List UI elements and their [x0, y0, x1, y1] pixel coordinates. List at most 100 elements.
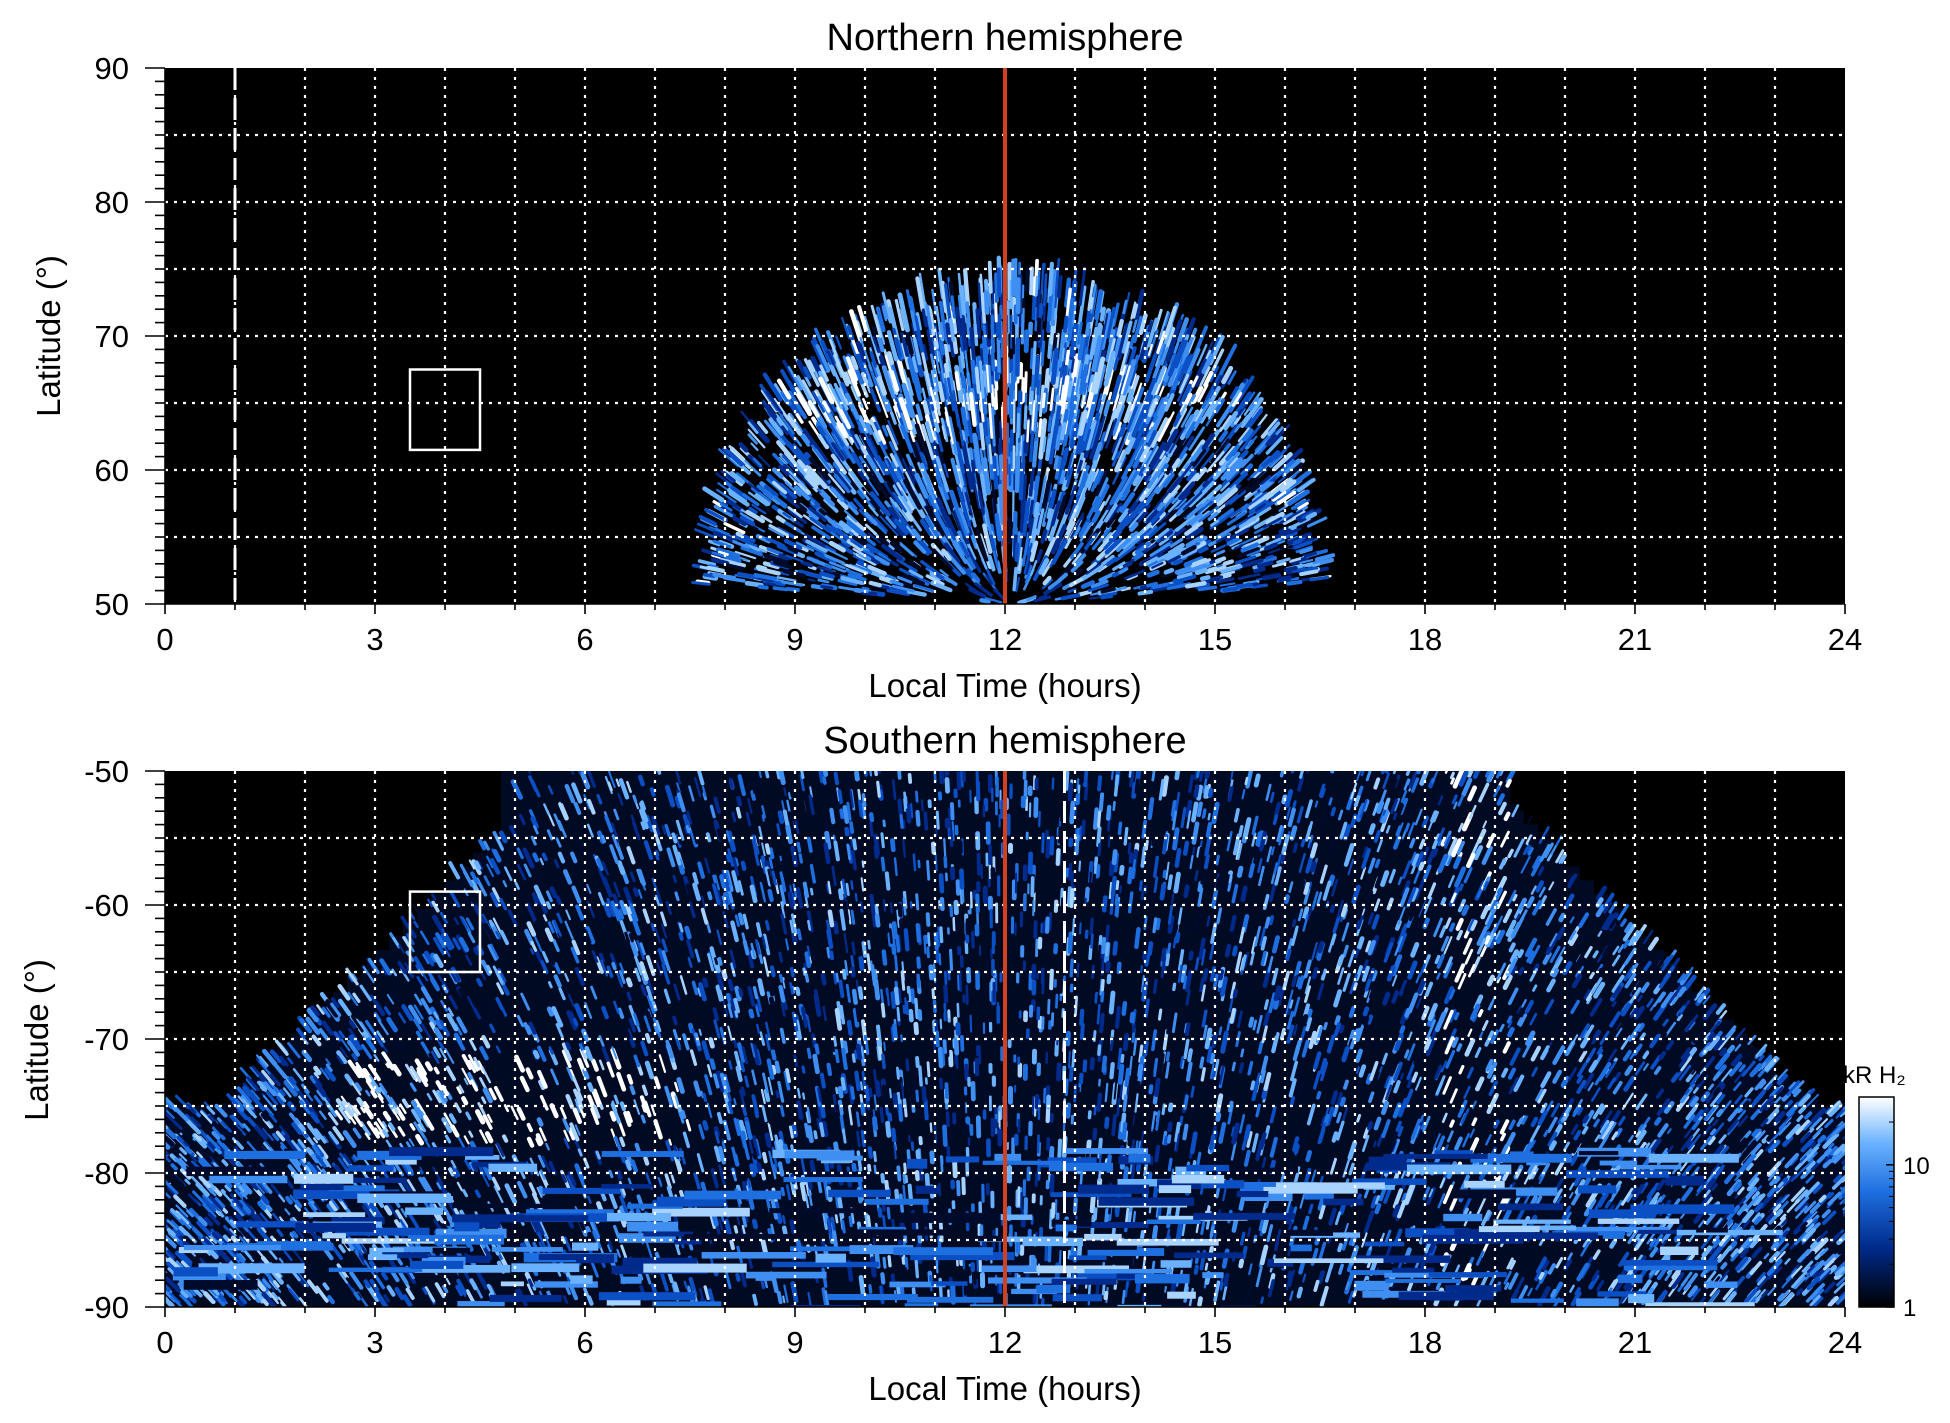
emission-streak: [1067, 587, 1077, 594]
emission-streak: [1205, 373, 1221, 401]
emission-streak: [747, 433, 758, 445]
emission-streak: [1505, 778, 1512, 788]
emission-streak: [769, 965, 776, 978]
emission-streak: [1047, 580, 1060, 590]
emission-streak: [1020, 474, 1028, 516]
emission-streak: [1218, 430, 1229, 443]
emission-streak: [1112, 421, 1122, 440]
emission-streak: [454, 1102, 462, 1114]
emission-streak: [800, 771, 805, 780]
emission-streak: [1085, 460, 1098, 488]
emission-streak: [1066, 346, 1072, 369]
emission-streak: [538, 1220, 549, 1240]
emission-streak: [833, 473, 851, 494]
emission-streak: [1767, 1139, 1781, 1154]
emission-streak: [764, 771, 770, 779]
emission-streak: [1248, 491, 1273, 511]
emission-streak: [1407, 1281, 1414, 1292]
emission-streak: [1328, 838, 1337, 853]
emission-streak: [1688, 1021, 1696, 1031]
emission-streak: [555, 771, 562, 779]
emission-streak: [1755, 1043, 1768, 1058]
emission-streak: [913, 315, 925, 355]
emission-streak: [1282, 970, 1290, 991]
emission-streak: [1823, 1253, 1836, 1267]
emission-streak: [1012, 566, 1018, 592]
emission-streak: [835, 425, 850, 447]
emission-streak: [855, 562, 867, 570]
emission-streak: [561, 853, 569, 864]
emission-streak: [1453, 1012, 1460, 1021]
emission-streak: [974, 399, 982, 441]
emission-streak: [382, 1110, 392, 1122]
emission-streak: [1200, 484, 1222, 504]
emission-streak: [1078, 521, 1090, 539]
emission-streak: [1443, 986, 1455, 1005]
emission-streak: [562, 869, 573, 885]
emission-streak: [260, 1225, 267, 1234]
emission-streak: [725, 853, 731, 863]
emission-streak: [1435, 1135, 1446, 1154]
emission-streak: [967, 547, 976, 562]
emission-streak: [184, 1178, 191, 1185]
emission-streak: [708, 564, 719, 569]
emission-streak: [1236, 375, 1255, 403]
emission-streak: [716, 1070, 726, 1093]
emission-streak: [905, 289, 912, 309]
emission-streak: [713, 504, 734, 518]
emission-streak: [792, 500, 808, 513]
y-tick-label: 70: [95, 319, 129, 354]
emission-streak: [1782, 1135, 1794, 1148]
emission-streak: [548, 1046, 554, 1055]
emission-streak: [1054, 456, 1063, 480]
emission-streak: [1116, 961, 1122, 975]
emission-streak: [900, 412, 909, 432]
emission-streak: [846, 569, 863, 577]
emission-streak: [265, 1091, 279, 1106]
emission-streak: [859, 900, 864, 913]
emission-streak: [879, 575, 894, 584]
emission-streak: [693, 1080, 702, 1097]
emission-streak: [616, 1170, 623, 1181]
emission-streak: [987, 260, 993, 294]
emission-streak: [975, 528, 989, 562]
emission-streak: [1147, 471, 1159, 488]
emission-streak: [836, 405, 852, 430]
emission-streak: [999, 420, 1003, 453]
emission-streak: [432, 1046, 442, 1059]
emission-streak: [959, 541, 970, 558]
emission-streak: [1161, 972, 1167, 989]
emission-streak: [259, 1055, 269, 1067]
emission-streak: [945, 1111, 950, 1128]
emission-streak: [819, 364, 829, 382]
emission-streak: [835, 335, 842, 350]
emission-streak: [482, 1087, 494, 1104]
emission-streak: [554, 962, 562, 975]
emission-streak: [768, 524, 789, 537]
emission-streak: [1486, 1211, 1493, 1222]
emission-streak: [1225, 527, 1250, 543]
emission-streak: [1217, 507, 1235, 521]
emission-streak: [1153, 489, 1171, 510]
emission-streak: [1132, 443, 1148, 469]
emission-streak: [1116, 322, 1130, 361]
emission-streak: [1103, 350, 1116, 387]
emission-streak: [1253, 773, 1261, 788]
emission-streak: [1210, 544, 1226, 553]
emission-streak: [717, 791, 724, 805]
emission-streak: [701, 524, 717, 533]
emission-streak: [751, 1069, 757, 1086]
emission-streak: [561, 1049, 572, 1069]
emission-streak: [1403, 778, 1411, 791]
emission-streak: [869, 771, 873, 777]
emission-streak: [1342, 824, 1352, 841]
emission-streak: [1200, 401, 1215, 424]
emission-streak: [1150, 584, 1173, 593]
emission-streak: [1119, 1083, 1125, 1098]
emission-streak: [900, 332, 910, 357]
emission-streak: [1254, 503, 1266, 512]
emission-streak: [196, 1151, 203, 1159]
emission-streak: [1141, 445, 1159, 474]
emission-streak: [812, 1053, 820, 1075]
emission-streak: [1185, 534, 1205, 548]
